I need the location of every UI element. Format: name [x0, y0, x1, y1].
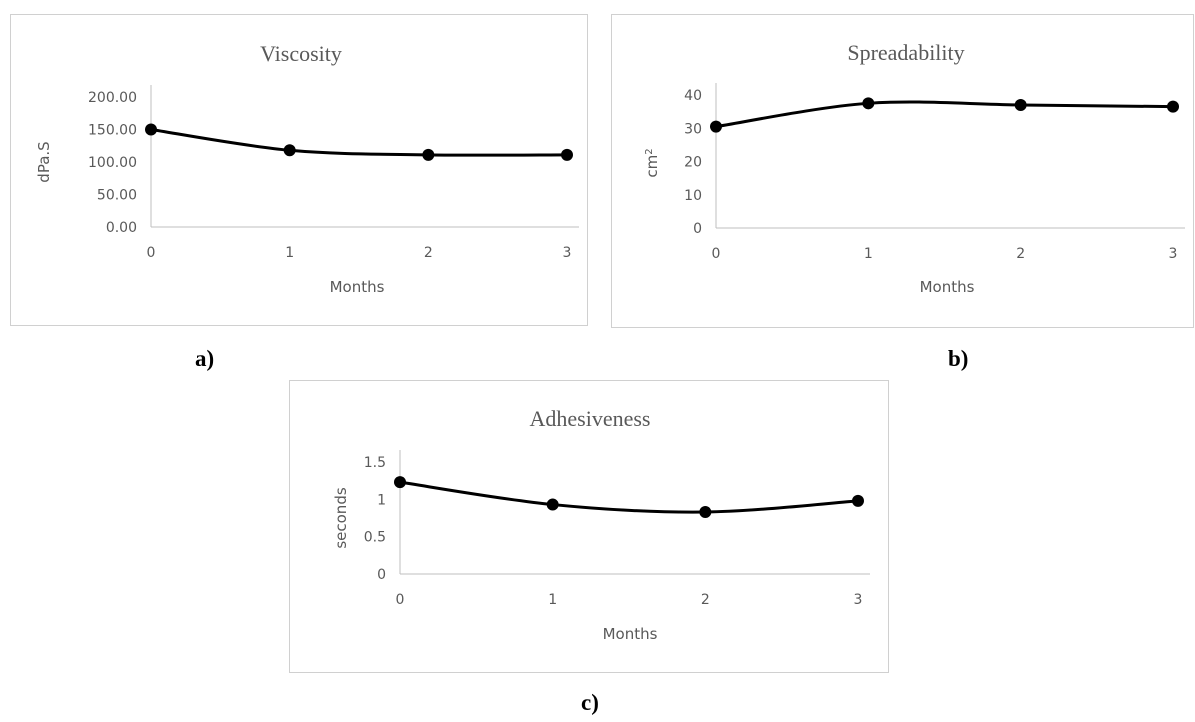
- spreadability-y-axis-label-superscript: 2: [644, 148, 655, 154]
- adhesiveness-y-axis-label: seconds: [332, 487, 350, 548]
- viscosity-data-point: [145, 123, 157, 136]
- viscosity-x-axis-label: Months: [330, 278, 385, 296]
- spreadability-chart-panel: Spreadability 0 10 20 30 40 0 1 2 3 Months cm2: [611, 14, 1194, 328]
- adhesiveness-y-tick-label: 0.5: [364, 530, 386, 546]
- viscosity-data-point: [283, 144, 296, 157]
- spreadability-data-point: [862, 97, 875, 110]
- viscosity-x-tick-label: 3: [563, 245, 572, 261]
- spreadability-y-tick-label: 20: [684, 155, 702, 171]
- spreadability-y-tick-label: 0: [693, 221, 702, 237]
- viscosity-y-tick-label: 100.00: [88, 155, 137, 171]
- viscosity-y-tick-label: 0.00: [106, 220, 137, 236]
- adhesiveness-chart-panel: Adhesiveness 0 0.5 1 1.5 0 1 2 3 Months seconds: [289, 380, 889, 673]
- viscosity-y-tick-label: 50.00: [97, 188, 137, 204]
- viscosity-x-tick-label: 1: [285, 245, 294, 261]
- panel-label-b: b): [948, 346, 969, 371]
- spreadability-y-tick-label: 30: [684, 121, 702, 137]
- panel-label-a: a): [195, 346, 215, 371]
- viscosity-y-axis-label: dPa.S: [35, 141, 53, 182]
- viscosity-y-tick-label: 200.00: [88, 90, 137, 106]
- adhesiveness-y-tick-label: 1: [377, 492, 386, 508]
- adhesiveness-x-tick-label: 1: [548, 592, 557, 608]
- adhesiveness-x-axis-label: Months: [603, 625, 658, 643]
- spreadability-series-line: [715, 100, 1174, 129]
- spreadability-data-point: [1014, 98, 1027, 111]
- adhesiveness-data-point: [699, 506, 712, 519]
- spreadability-chart-title: Spreadability: [847, 40, 964, 65]
- spreadability-y-tick-label: 10: [684, 188, 702, 204]
- viscosity-series-line: [150, 128, 568, 157]
- viscosity-data-point: [422, 148, 435, 161]
- adhesiveness-y-tick-label: 1.5: [364, 455, 386, 471]
- adhesiveness-series-line: [399, 480, 859, 514]
- viscosity-chart-title: Viscosity: [260, 41, 342, 66]
- viscosity-x-tick-label: 0: [147, 245, 156, 261]
- spreadability-data-point: [710, 120, 722, 133]
- spreadability-x-tick-label: 2: [1016, 246, 1025, 262]
- adhesiveness-data-point: [394, 476, 406, 489]
- adhesiveness-data-point: [852, 494, 864, 507]
- viscosity-chart-panel: Viscosity 0.00 50.00 100.00 150.00 200.00 0 1 2 3…: [10, 14, 588, 326]
- adhesiveness-chart-title: Adhesiveness: [530, 406, 651, 431]
- adhesiveness-chart: Adhesiveness 0 0.5 1 1.5 0 1 2 3 Months seconds: [332, 406, 870, 643]
- viscosity-data-point: [561, 148, 573, 161]
- adhesiveness-x-tick-label: 0: [396, 592, 405, 608]
- viscosity-x-tick-label: 2: [424, 245, 433, 261]
- spreadability-x-tick-label: 0: [712, 246, 721, 262]
- spreadability-x-tick-label: 3: [1169, 246, 1178, 262]
- spreadability-y-axis-label: cm2: [643, 148, 661, 177]
- adhesiveness-y-tick-label: 0: [377, 567, 386, 583]
- spreadability-y-tick-label: 40: [684, 88, 702, 104]
- adhesiveness-data-point: [546, 498, 559, 511]
- spreadability-x-tick-label: 1: [864, 246, 873, 262]
- spreadability-x-axis-label: Months: [920, 278, 975, 296]
- spreadability-data-point: [1167, 100, 1179, 113]
- viscosity-y-tick-label: 150.00: [88, 123, 137, 139]
- spreadability-chart: Spreadability 0 10 20 30 40 0 1 2 3 Months cm2: [643, 40, 1185, 296]
- viscosity-chart: Viscosity 0.00 50.00 100.00 150.00 200.00 0 1 2 3…: [35, 41, 579, 296]
- adhesiveness-x-tick-label: 2: [701, 592, 710, 608]
- panel-label-c: c): [581, 690, 599, 715]
- adhesiveness-x-tick-label: 3: [854, 592, 863, 608]
